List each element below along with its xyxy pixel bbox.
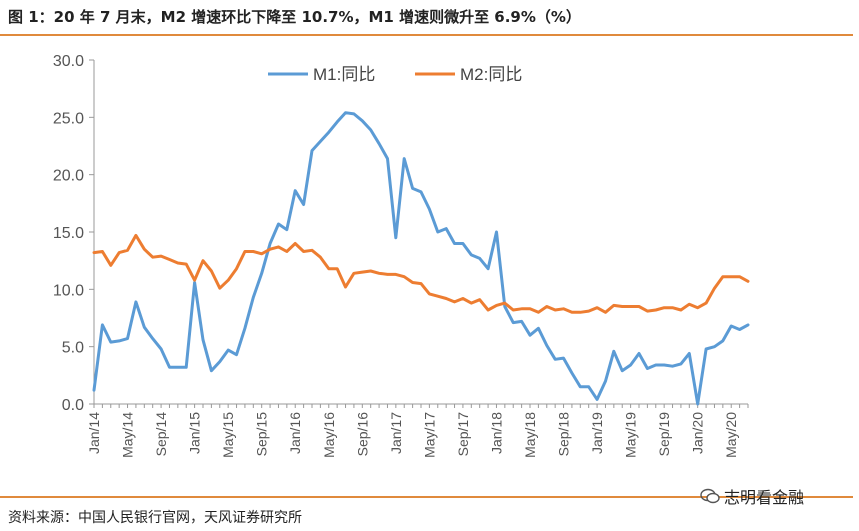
x-tick-label: May/16 xyxy=(321,412,337,458)
x-tick-label: Jan/15 xyxy=(187,412,203,454)
legend-label: M2:同比 xyxy=(460,65,522,84)
watermark-text: 志明看金融 xyxy=(724,488,805,507)
x-tick-label: May/15 xyxy=(220,412,236,458)
figure-title: 图 1：20 年 7 月末，M2 增速环比下降至 10.7%，M1 增速则微升至… xyxy=(8,8,581,26)
x-tick-label: Jan/20 xyxy=(690,412,706,454)
y-tick-label: 0.0 xyxy=(62,397,84,414)
x-tick-label: May/17 xyxy=(421,412,437,458)
x-tick-label: May/20 xyxy=(723,412,739,458)
x-tick-label: May/14 xyxy=(120,412,136,458)
x-tick-label: Sep/18 xyxy=(556,412,572,457)
x-tick-label: Jan/16 xyxy=(287,412,303,454)
line-chart: 0.0 5.0 10.0 15.0 20.0 25.0 30.0 Jan/14 May/14 S… xyxy=(53,53,750,458)
x-tick-label: Sep/17 xyxy=(455,412,471,457)
footer-divider xyxy=(0,496,853,498)
y-tick-label: 15.0 xyxy=(53,225,84,242)
m2-series-line xyxy=(92,233,750,314)
legend-label: M1:同比 xyxy=(313,65,375,84)
y-axis: 0.0 5.0 10.0 15.0 20.0 25.0 30.0 xyxy=(53,53,95,414)
y-tick-label: 20.0 xyxy=(53,168,84,185)
source-note: 资料来源：中国人民银行官网，天风证券研究所 xyxy=(8,510,302,526)
chart-legend: M1:同比 M2:同比 xyxy=(268,65,522,84)
y-tick-label: 5.0 xyxy=(62,340,84,357)
m1-series-line xyxy=(92,111,750,406)
y-tick-label: 30.0 xyxy=(53,53,84,70)
title-divider xyxy=(0,34,853,36)
x-tick-label: Sep/16 xyxy=(354,412,370,457)
x-tick-label: Jan/19 xyxy=(589,412,605,454)
x-axis: Jan/14 May/14 Sep/14 Jan/15 May/15 Sep/15 Jan/… xyxy=(86,403,749,458)
y-tick-label: 25.0 xyxy=(53,110,84,127)
x-tick-label: Sep/15 xyxy=(254,412,270,457)
x-tick-label: Jan/17 xyxy=(388,412,404,454)
x-tick-label: May/19 xyxy=(623,412,639,458)
x-tick-label: May/18 xyxy=(522,412,538,458)
x-tick-label: Sep/14 xyxy=(153,412,169,457)
x-tick-label: Jan/14 xyxy=(86,412,102,454)
wechat-icon xyxy=(700,488,720,504)
x-tick-label: Jan/18 xyxy=(488,412,504,454)
chart-series xyxy=(92,111,750,406)
watermark: 志明看金融 xyxy=(700,484,804,508)
x-tick-label: Sep/19 xyxy=(656,412,672,457)
y-tick-label: 10.0 xyxy=(53,282,84,299)
